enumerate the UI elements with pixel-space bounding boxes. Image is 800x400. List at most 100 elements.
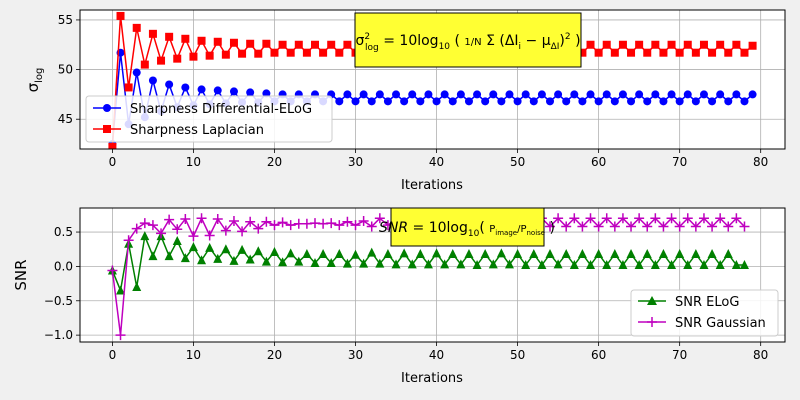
data-point	[448, 249, 458, 259]
data-point	[699, 40, 708, 49]
data-point	[586, 90, 595, 99]
data-point	[359, 258, 369, 268]
data-point	[675, 249, 685, 259]
data-point	[172, 235, 182, 245]
data-point	[399, 248, 409, 258]
data-point	[180, 253, 190, 263]
data-point	[228, 216, 239, 227]
data-point	[343, 40, 352, 49]
data-point	[278, 257, 288, 267]
data-point	[708, 48, 717, 57]
data-point	[683, 40, 692, 49]
x-tick-label: 0	[109, 155, 117, 169]
data-point	[691, 48, 700, 57]
data-point	[553, 213, 564, 224]
data-point	[286, 248, 296, 258]
data-point	[521, 260, 531, 270]
data-point	[553, 259, 563, 269]
data-point	[416, 97, 425, 106]
data-point	[262, 39, 271, 48]
data-point	[326, 257, 336, 267]
data-point	[334, 249, 344, 259]
data-point	[529, 249, 539, 259]
data-point	[586, 40, 595, 49]
data-point	[667, 260, 677, 270]
data-point	[132, 23, 141, 32]
data-point	[707, 249, 717, 259]
bottom-annotation-text: SNR = 10log10( Pimage/Pnoise )	[379, 220, 555, 239]
data-point	[342, 258, 352, 268]
data-point	[213, 37, 222, 46]
y-tick-label: 50	[58, 63, 73, 77]
data-point	[626, 221, 637, 232]
data-point	[342, 216, 353, 227]
x-tick-label: 70	[672, 348, 687, 362]
data-point	[505, 90, 514, 99]
data-point	[440, 259, 450, 269]
data-point	[602, 90, 611, 99]
x-tick-label: 60	[591, 155, 606, 169]
data-point	[513, 97, 522, 106]
data-point	[351, 97, 360, 106]
data-point	[698, 213, 709, 224]
data-point	[294, 40, 303, 49]
x-tick-label: 0	[109, 348, 117, 362]
data-point	[529, 97, 538, 106]
data-point	[157, 56, 166, 65]
top-xlabel: Iterations	[401, 178, 463, 193]
data-point	[132, 282, 142, 292]
y-tick-label: 55	[58, 13, 73, 27]
data-point	[400, 97, 409, 106]
data-point	[229, 255, 239, 265]
data-point	[148, 251, 158, 261]
data-point	[464, 97, 473, 106]
data-point	[594, 249, 604, 259]
data-point	[270, 48, 279, 57]
data-point	[456, 90, 465, 99]
data-point	[374, 213, 385, 224]
data-point	[739, 260, 749, 270]
data-point	[569, 213, 580, 224]
data-point	[262, 89, 271, 98]
data-point	[205, 51, 214, 60]
data-point	[286, 48, 295, 57]
legend-item-snr-gaussian: SNR Gaussian	[638, 316, 766, 331]
data-point	[326, 218, 337, 229]
data-point	[148, 29, 157, 38]
data-point	[610, 48, 619, 57]
data-point	[594, 48, 603, 57]
data-point	[237, 226, 248, 237]
x-tick-label: 60	[591, 348, 606, 362]
data-point	[601, 213, 612, 224]
bottom-chart: 0 10 20 30 40 50 60 70 80 −1.0 −0.5 0.0 0.5 Iteratio…	[12, 207, 786, 386]
legend-label: SNR ELoG	[675, 295, 739, 310]
data-point	[546, 97, 554, 106]
data-point	[496, 248, 506, 258]
data-point	[748, 41, 757, 50]
data-point	[448, 97, 457, 106]
data-point	[415, 249, 425, 259]
data-point	[213, 86, 222, 95]
data-point	[367, 97, 376, 106]
data-point	[521, 90, 530, 99]
data-point	[715, 213, 726, 224]
data-point	[691, 249, 701, 259]
data-point	[739, 221, 750, 232]
data-point	[139, 218, 150, 229]
data-point	[699, 260, 709, 270]
data-point	[229, 38, 238, 47]
data-point	[642, 221, 653, 232]
data-point	[269, 220, 280, 231]
data-point	[132, 68, 141, 77]
data-point	[432, 248, 442, 258]
data-point	[407, 259, 417, 269]
data-point	[172, 224, 183, 235]
data-point	[602, 260, 612, 270]
data-point	[311, 40, 319, 49]
data-point	[115, 330, 126, 341]
data-point	[667, 40, 676, 49]
data-point	[740, 48, 749, 57]
data-point	[366, 221, 377, 232]
data-point	[659, 48, 668, 57]
x-tick-label: 80	[753, 155, 768, 169]
